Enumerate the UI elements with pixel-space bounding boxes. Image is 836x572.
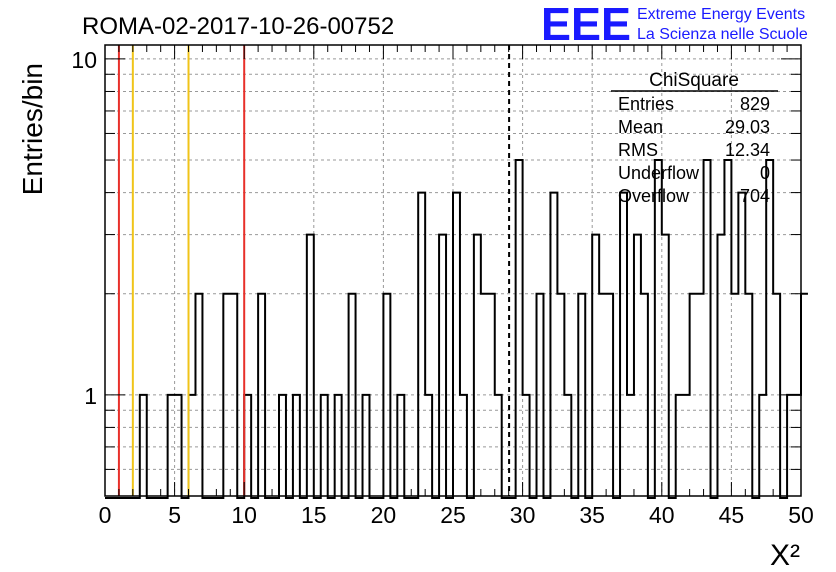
x-tick-label: 20 (371, 502, 397, 528)
stats-value: 12.34 (725, 140, 770, 160)
stats-label: RMS (618, 140, 658, 160)
stats-label: Underflow (618, 163, 700, 183)
stats-value: 0 (760, 163, 770, 183)
stats-box-title: ChiSquare (649, 70, 739, 91)
threshold-lines (117, 45, 511, 496)
y-tick-label: 1 (84, 383, 97, 409)
x-tick-label: 15 (301, 502, 327, 528)
logo-tagline-2: La Scienza nelle Scuole (637, 26, 808, 43)
x-tick-label: 45 (719, 502, 745, 528)
x-tick-label: 10 (231, 502, 257, 528)
stats-value: 829 (740, 94, 770, 114)
y-tick-labels: 1 10 (71, 47, 97, 409)
axis-ticks (104, 45, 802, 496)
y-axis-label: Entries/bin (17, 63, 48, 195)
histogram-line (105, 159, 808, 499)
stats-value: 704 (740, 186, 770, 206)
x-tick-label: 5 (168, 502, 181, 528)
stats-label: Mean (618, 117, 663, 137)
x-tick-label: 35 (579, 502, 605, 528)
x-tick-labels: 0 5 10 15 20 25 30 35 40 45 50 (99, 502, 814, 528)
stats-label: Overflow (618, 186, 690, 206)
x-axis-label: X² (770, 539, 800, 572)
stats-label: Entries (618, 94, 674, 114)
run-title: ROMA-02-2017-10-26-00752 (82, 13, 394, 40)
eee-logo: EEE (541, 0, 631, 50)
x-tick-label: 30 (510, 502, 536, 528)
logo-tagline-1: Extreme Energy Events (637, 6, 805, 23)
y-tick-label: 10 (71, 47, 97, 73)
x-tick-label: 25 (440, 502, 466, 528)
x-tick-label: 40 (649, 502, 675, 528)
stats-value: 29.03 (725, 117, 770, 137)
x-tick-label: 0 (99, 502, 112, 528)
x-tick-label: 50 (788, 502, 814, 528)
stats-box: ChiSquare Entries 829 Mean 29.03 RMS 12.34 Und… (611, 70, 778, 206)
